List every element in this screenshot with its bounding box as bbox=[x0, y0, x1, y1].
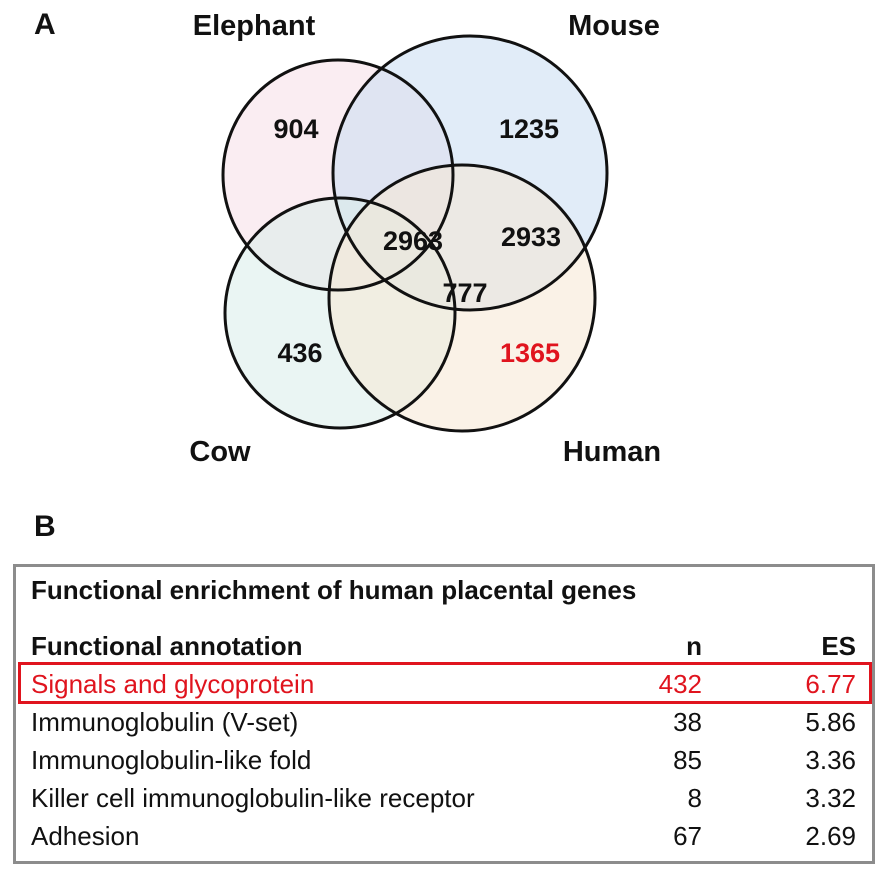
row-n: 38 bbox=[673, 707, 702, 737]
mouse-circle bbox=[331, 34, 609, 312]
enrichment-table: Functional enrichment of human placental… bbox=[13, 564, 875, 864]
row-n: 85 bbox=[673, 745, 702, 775]
row-es: 5.86 bbox=[805, 707, 856, 737]
table-header-row: Functional annotation n ES bbox=[16, 627, 872, 665]
count-human-only: 1365 bbox=[500, 338, 560, 368]
set-label-cow: Cow bbox=[189, 436, 251, 468]
table-row: Immunoglobulin (V-set) 38 5.86 bbox=[16, 703, 872, 741]
highlight-box bbox=[18, 662, 872, 704]
count-elephant-only: 904 bbox=[273, 114, 318, 144]
set-label-mouse: Mouse bbox=[568, 10, 660, 42]
elephant-circle bbox=[221, 58, 455, 292]
venn-outlines bbox=[221, 34, 609, 433]
panel-b-label: B bbox=[34, 510, 56, 543]
human-circle-fill bbox=[329, 165, 595, 431]
row-es: 3.36 bbox=[805, 745, 856, 775]
cow-circle bbox=[223, 196, 457, 430]
human-circle bbox=[327, 163, 597, 433]
row-n: 8 bbox=[687, 783, 702, 813]
header-es: ES bbox=[821, 631, 856, 661]
row-annotation: Immunoglobulin-like fold bbox=[31, 745, 312, 775]
count-mouse-human: 2933 bbox=[501, 222, 561, 252]
row-es: 3.32 bbox=[805, 783, 856, 813]
table-title: Functional enrichment of human placental… bbox=[31, 575, 637, 605]
header-annotation: Functional annotation bbox=[31, 631, 303, 661]
table-row: Adhesion 67 2.69 bbox=[16, 817, 872, 855]
panel-a-label: A bbox=[34, 8, 56, 41]
count-center: 2963 bbox=[383, 226, 443, 256]
table-row: Killer cell immunoglobulin-like receptor… bbox=[16, 779, 872, 817]
row-es: 6.77 bbox=[805, 669, 856, 699]
header-n: n bbox=[686, 631, 702, 661]
count-lower-center: 777 bbox=[442, 278, 487, 308]
row-annotation: Killer cell immunoglobulin-like receptor bbox=[31, 783, 475, 813]
row-annotation: Signals and glycoprotein bbox=[31, 669, 315, 699]
row-es: 2.69 bbox=[805, 821, 856, 851]
venn-diagram: Elephant Mouse Cow Human 904 1235 2963 2… bbox=[189, 10, 661, 468]
row-annotation: Adhesion bbox=[31, 821, 140, 851]
count-cow-only: 436 bbox=[277, 338, 322, 368]
table-row: Immunoglobulin-like fold 85 3.36 bbox=[16, 741, 872, 779]
set-label-elephant: Elephant bbox=[193, 10, 316, 42]
row-n: 432 bbox=[658, 669, 702, 699]
count-mouse-only: 1235 bbox=[499, 114, 559, 144]
set-label-human: Human bbox=[563, 436, 661, 468]
table-row: Signals and glycoprotein 432 6.77 bbox=[16, 665, 872, 703]
row-annotation: Immunoglobulin (V-set) bbox=[31, 707, 299, 737]
venn-fills bbox=[223, 36, 607, 431]
row-n: 67 bbox=[673, 821, 702, 851]
